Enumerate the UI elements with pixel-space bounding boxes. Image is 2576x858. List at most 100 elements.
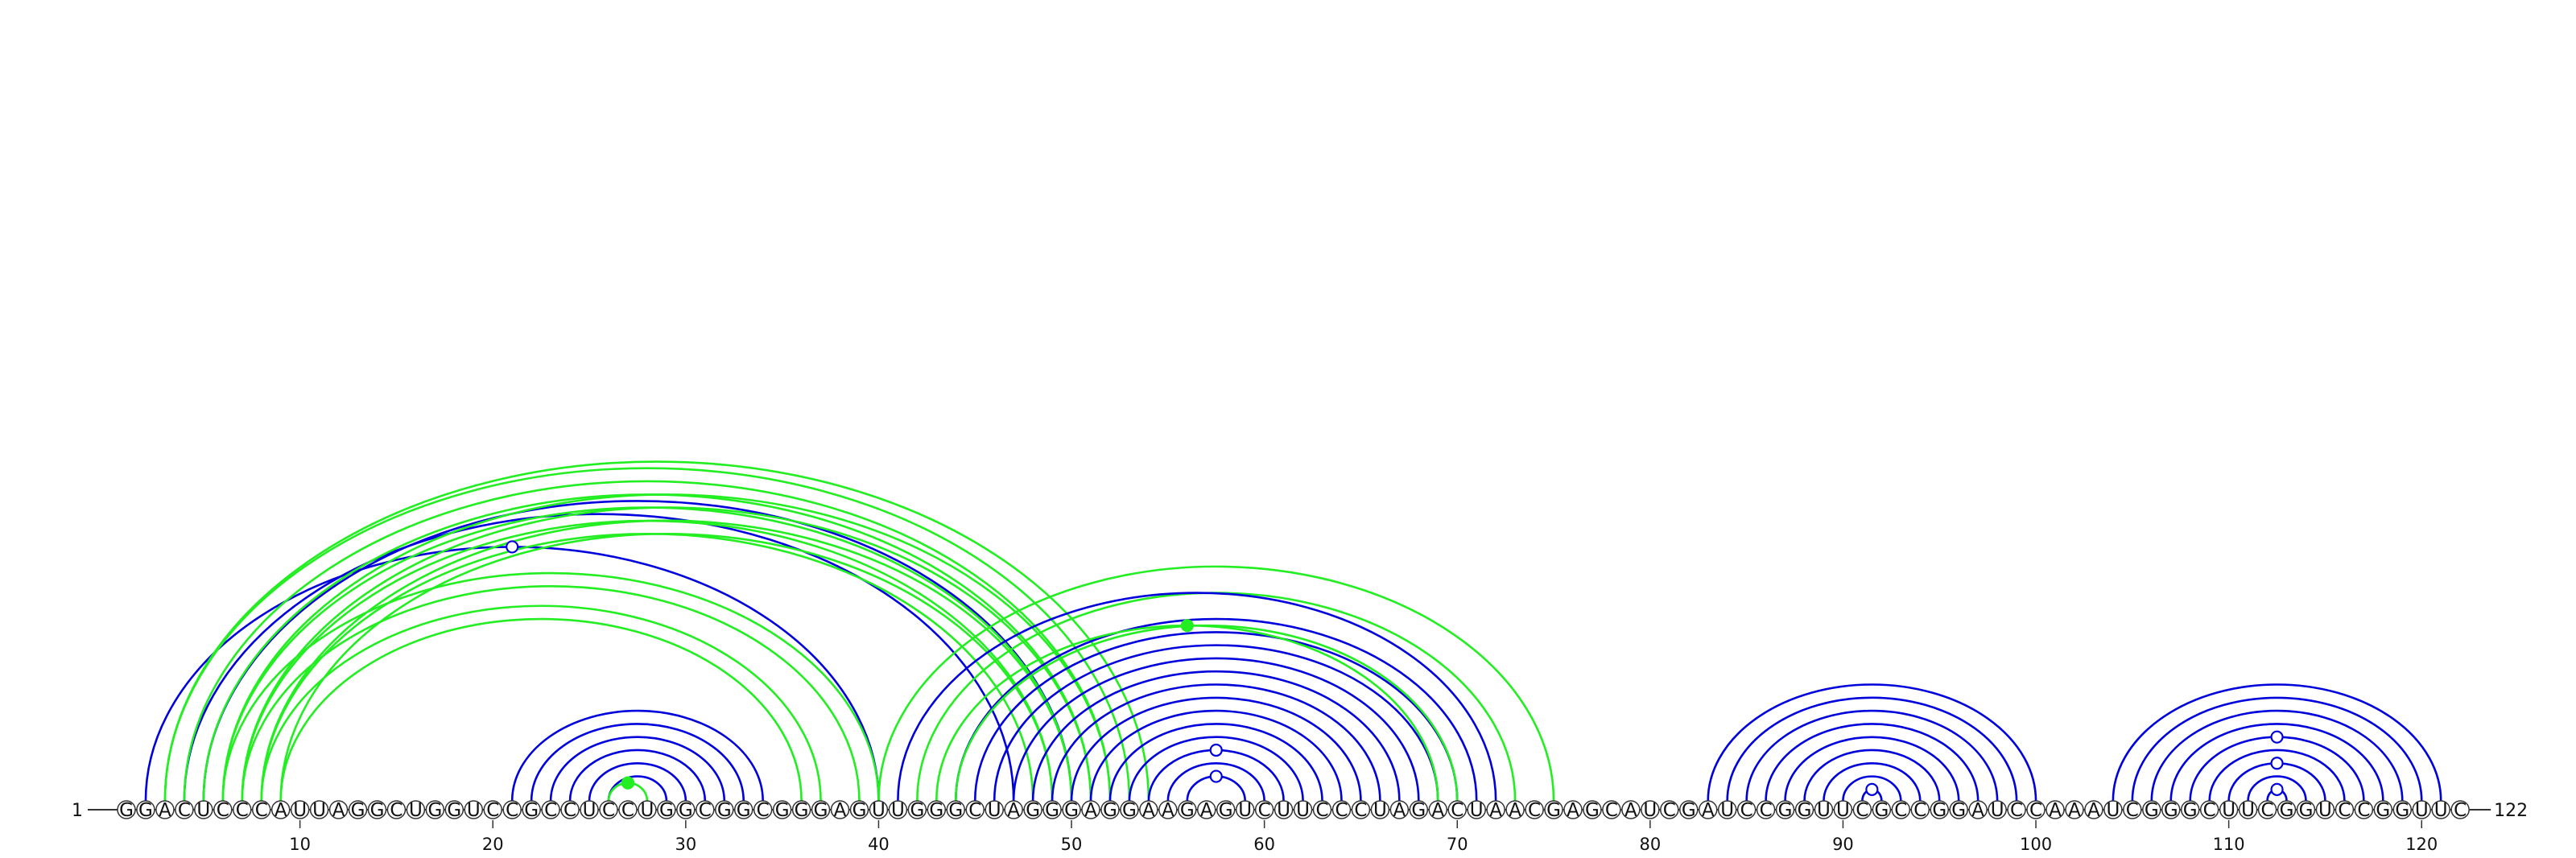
nucleotide: U (1641, 800, 1660, 821)
nucleotide: G (715, 800, 734, 821)
nucleotide-circle (753, 800, 773, 819)
nucleotide-letter: G (1122, 800, 1137, 821)
nucleotide-letter: G (948, 800, 963, 821)
nucleotide: C (386, 800, 407, 821)
nucleotide-circle (1081, 800, 1100, 819)
nucleotide: C (618, 800, 638, 821)
tick-label: 40 (868, 835, 890, 854)
tick-label: 20 (482, 835, 504, 854)
arc-blue-48-67 (1031, 670, 1401, 802)
arc-blue-111-114 (2247, 775, 2307, 802)
nucleotide: U (290, 800, 310, 821)
nucleotide-circle (444, 800, 464, 819)
nucleotide-letter: C (2203, 800, 2216, 821)
nucleotide: G (1930, 800, 1949, 821)
nucleotide-circle (233, 800, 252, 819)
nucleotide: A (2084, 800, 2103, 821)
nucleotide-letter: G (2164, 800, 2178, 821)
marker-green (1180, 619, 1194, 633)
nucleotide-circle (1197, 800, 1216, 819)
nucleotide-letter: A (834, 800, 847, 821)
arc-blue-2-40 (144, 546, 880, 802)
nucleotide-circle (1139, 800, 1158, 819)
nucleotide-circle (213, 800, 233, 819)
nucleotide: C (2354, 800, 2374, 821)
arc-blue-88-95 (1803, 749, 1941, 802)
tick-label: 90 (1832, 835, 1854, 854)
nucleotide-circle (1370, 800, 1390, 819)
nucleotide-letter: U (1277, 800, 1290, 821)
arc-blue-85-98 (1745, 709, 1999, 802)
arc-blue-26-29 (607, 775, 668, 802)
nucleotide: G (676, 800, 696, 821)
nucleotide-circle (830, 800, 850, 819)
arc-blue-24-31 (568, 749, 707, 802)
arc-green-44-70 (954, 624, 1459, 802)
nucleotide-letter: G (427, 800, 442, 821)
nucleotide: C (2334, 800, 2355, 821)
nucleotide-circle (1216, 800, 1236, 819)
nucleotide-letter: C (757, 800, 770, 821)
nucleotide: G (946, 800, 966, 821)
nucleotide-circle (657, 800, 676, 819)
nucleotide: C (502, 800, 522, 821)
nucleotide-circle (175, 800, 194, 819)
nucleotide: C (483, 800, 502, 821)
nucleotide-letter: C (1740, 800, 1753, 821)
nucleotide-circle (1389, 800, 1410, 819)
nucleotide-letter: G (1951, 800, 1966, 821)
nucleotide: C (1254, 800, 1274, 821)
nucleotide-letter: G (1798, 800, 1812, 821)
tick-label: 100 (2020, 835, 2052, 854)
tick-label: 30 (675, 835, 696, 854)
nucleotide-circle (251, 800, 271, 819)
nucleotide-letter: U (583, 800, 597, 821)
nucleotide-letter: C (1528, 800, 1541, 821)
nucleotide-letter: C (602, 800, 615, 821)
nucleotide: G (1775, 800, 1795, 821)
nucleotide-letter: C (236, 800, 249, 821)
nucleotide: A (1698, 800, 1718, 821)
arc-blue-104-121 (2112, 683, 2442, 802)
nucleotide-circle (791, 800, 811, 819)
nucleotide-letter: C (506, 800, 518, 821)
nucleotide: C (753, 800, 773, 821)
nucleotide: U (2219, 800, 2239, 821)
nucleotide-circle (869, 800, 889, 819)
nucleotide-letter: G (2299, 800, 2314, 821)
nucleotide-circle (2354, 800, 2374, 819)
nucleotide-letter: A (1007, 800, 1020, 821)
nucleotide-circle (1910, 800, 1930, 819)
nucleotide-circle (2161, 800, 2181, 819)
arc-blue-46-69 (993, 644, 1439, 802)
nucleotide-circle (1949, 800, 1968, 819)
nucleotide: U (2238, 800, 2258, 821)
nucleotide: G (791, 800, 811, 821)
marker-blue (1865, 782, 1879, 796)
nucleotide-letter: U (467, 800, 481, 821)
nucleotide-circle (1312, 800, 1332, 819)
nucleotide: C (233, 800, 252, 821)
nucleotide-letter: C (2010, 800, 2023, 821)
nucleotide: A (1486, 800, 1505, 821)
nucleotide: G (1409, 800, 1429, 821)
nucleotide: A (1081, 800, 1100, 821)
nucleotide-circle (1583, 800, 1602, 819)
nucleotide-letter: G (2395, 800, 2409, 821)
nucleotide-letter: G (1411, 800, 1426, 821)
marker-green (621, 776, 635, 790)
nucleotide: G (1679, 800, 1699, 821)
nucleotide: C (2199, 800, 2219, 821)
nucleotide: G (2277, 800, 2297, 821)
arc-blue-22-33 (530, 723, 745, 802)
nucleotide-circle (2026, 800, 2046, 819)
nucleotide-circle (1100, 800, 1120, 819)
nucleotide: C (1602, 800, 1621, 821)
ticks-layer: 10 20 30 40 50 60 70 80 90 100 110 120 (289, 820, 2438, 854)
nucleotide: U (1814, 800, 1834, 821)
nucleotide: A (1139, 800, 1158, 821)
nucleotide-letter: G (1219, 800, 1233, 821)
nucleotide-circle (638, 800, 657, 819)
nucleotide-circle (696, 800, 715, 819)
nucleotide: G (849, 800, 869, 821)
